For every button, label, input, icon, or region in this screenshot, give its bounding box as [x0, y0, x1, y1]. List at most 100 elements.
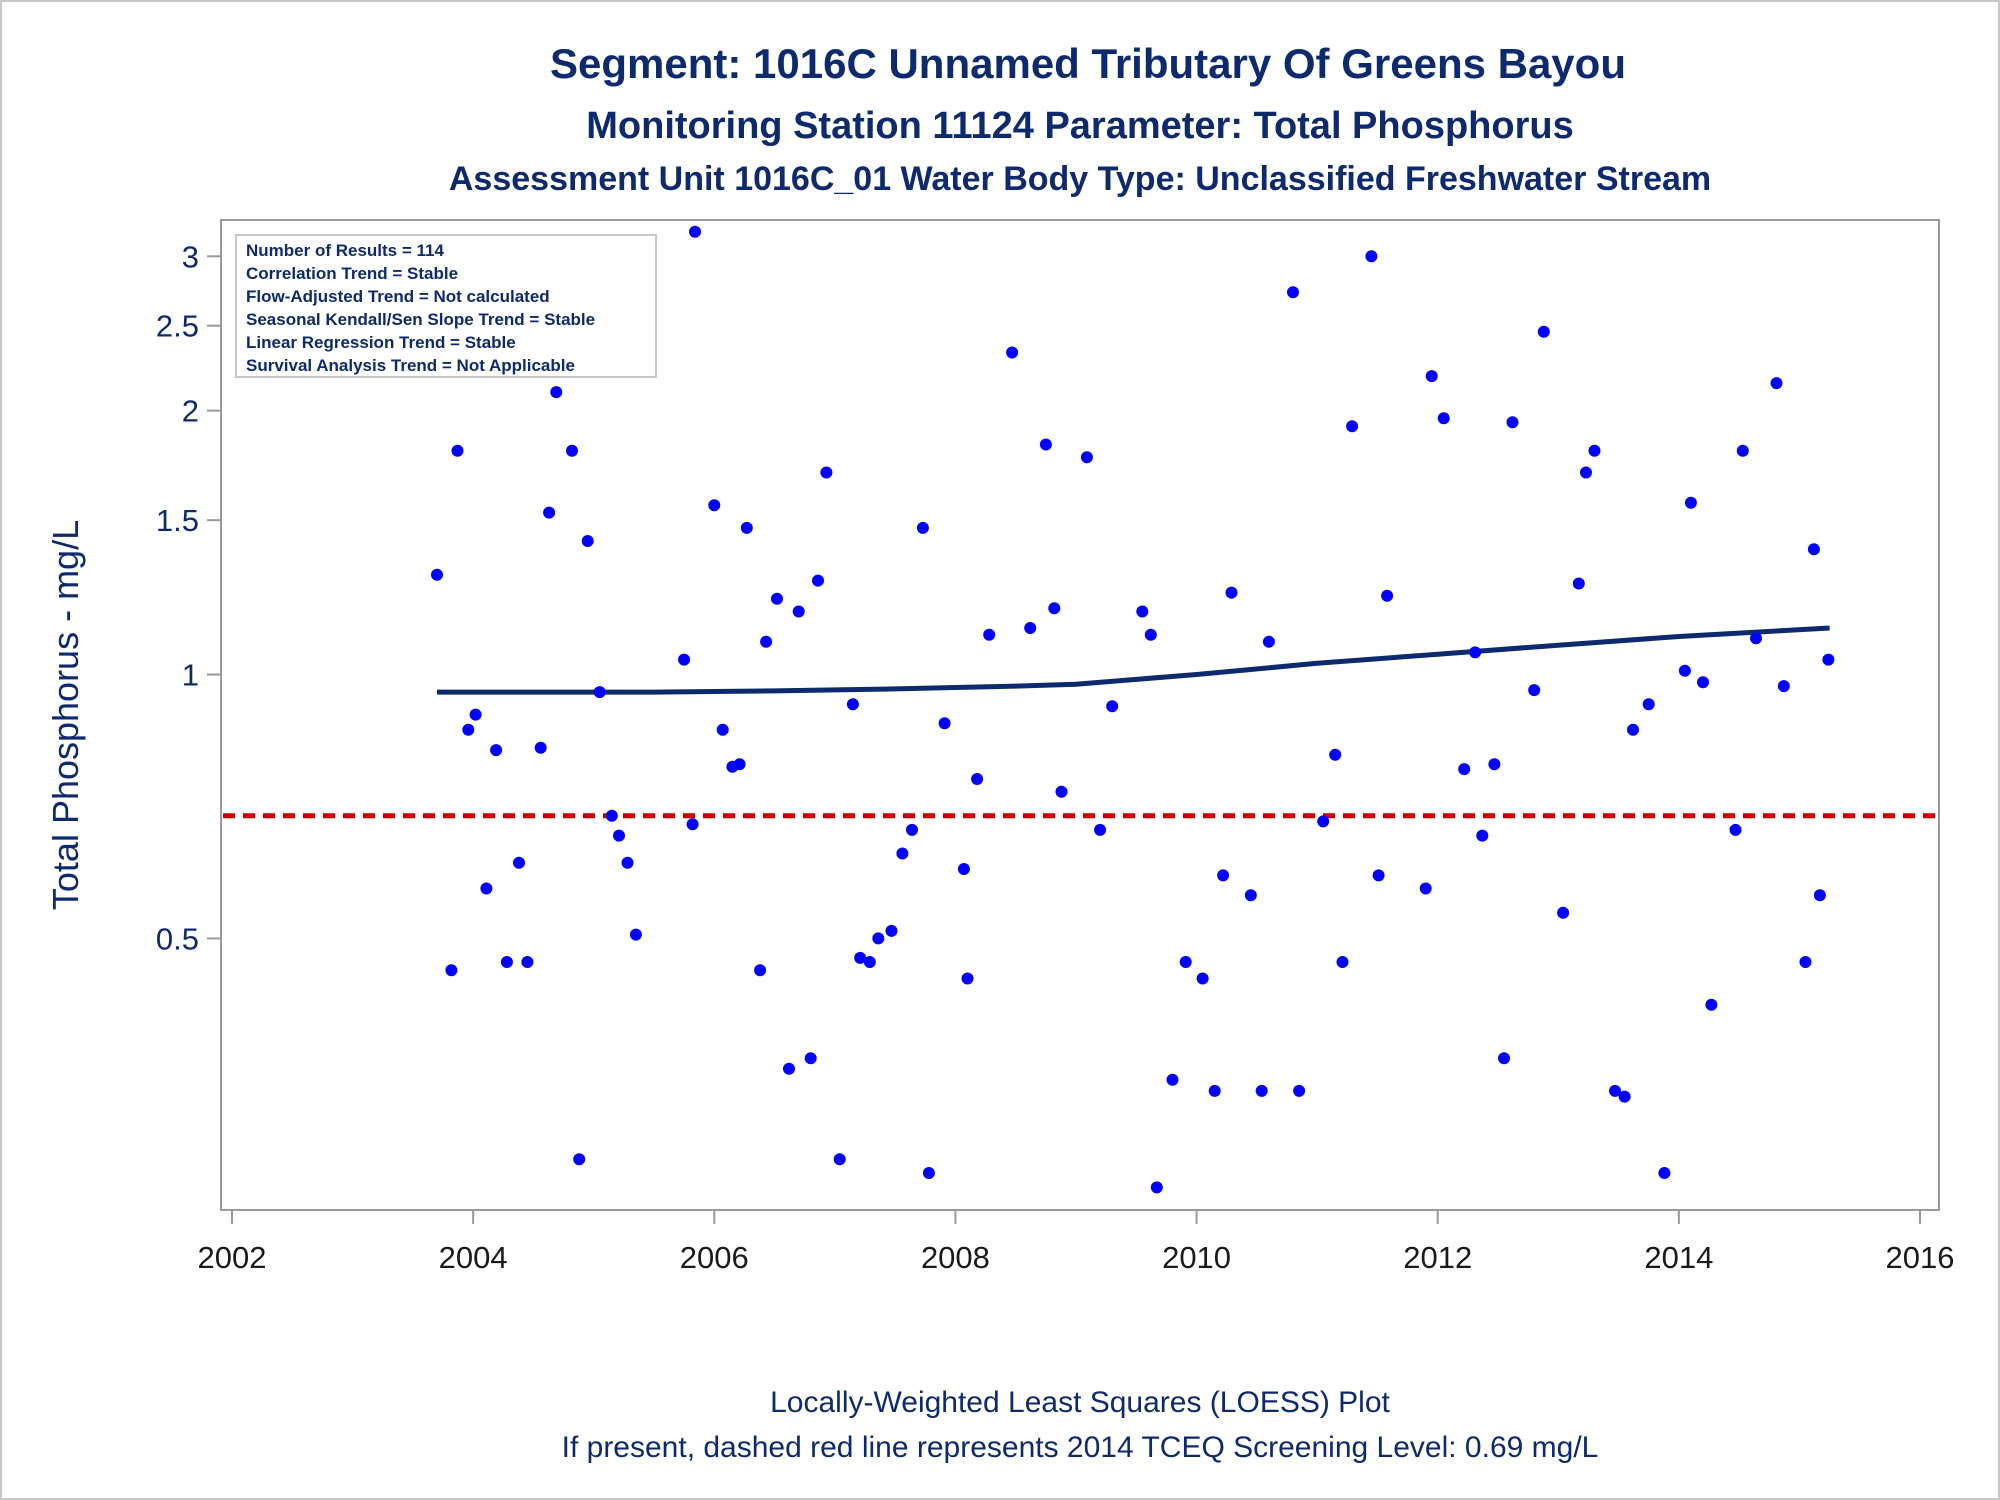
data-point [629, 928, 642, 941]
data-point [1557, 906, 1570, 919]
data-point [1346, 420, 1359, 433]
data-point [740, 521, 753, 534]
data-point [1488, 758, 1501, 771]
data-point [812, 574, 824, 587]
data-point [573, 1153, 586, 1166]
data-point [961, 972, 974, 985]
data-point [451, 444, 464, 457]
data-point [431, 568, 443, 581]
data-point [550, 386, 563, 399]
y-tick-label: 1.5 [156, 503, 199, 538]
x-tick-label: 2010 [1162, 1240, 1231, 1275]
y-tick-label: 2 [182, 394, 199, 429]
data-point [1055, 785, 1068, 798]
data-point [1750, 632, 1762, 645]
y-axis: 0.5 1 1.5 2 2.5 3 [156, 239, 221, 956]
data-point [1580, 466, 1592, 479]
data-point [490, 744, 503, 757]
data-points [431, 225, 1835, 1194]
data-point [1094, 823, 1107, 836]
stats-inset: Number of Results = 114 Correlation Tren… [235, 234, 657, 378]
data-point [1697, 676, 1709, 689]
data-point [1678, 664, 1691, 677]
y-tick-label: 1 [182, 658, 199, 693]
data-point [1658, 1167, 1671, 1179]
data-point [1217, 869, 1230, 882]
data-point [593, 686, 606, 699]
data-point [1179, 956, 1192, 968]
y-axis-label: Total Phosphorus - mg/L [45, 520, 86, 910]
data-point [938, 717, 951, 730]
data-point [760, 635, 773, 648]
x-tick-label: 2008 [921, 1240, 990, 1275]
data-point [1080, 451, 1093, 464]
chart-subtitle: Monitoring Station 11124 Parameter: Tota… [586, 105, 1573, 147]
footnote-screening: If present, dashed red line represents 2… [562, 1431, 1599, 1464]
data-point [1317, 815, 1330, 828]
data-point [971, 773, 984, 785]
data-point [1799, 956, 1812, 968]
data-point [872, 932, 885, 945]
data-point [1144, 628, 1157, 641]
data-point [896, 847, 909, 860]
data-point [469, 708, 482, 721]
x-tick-label: 2004 [439, 1240, 508, 1275]
data-point [1329, 748, 1342, 761]
footnote-loess: Locally-Weighted Least Squares (LOESS) P… [770, 1386, 1390, 1419]
data-point [916, 521, 929, 534]
data-point [543, 506, 556, 519]
data-point [581, 535, 594, 547]
data-point [1262, 635, 1275, 648]
data-point [1381, 589, 1394, 602]
data-point [1039, 438, 1052, 451]
data-point [1506, 416, 1519, 429]
data-point [863, 956, 876, 968]
x-tick-label: 2016 [1886, 1240, 1955, 1275]
data-point [1476, 829, 1489, 842]
data-point [885, 924, 898, 937]
data-point [1166, 1073, 1179, 1086]
data-point [605, 809, 618, 822]
x-tick-label: 2014 [1644, 1240, 1713, 1275]
data-point [804, 1052, 817, 1065]
data-point [846, 698, 859, 711]
data-point [1609, 1084, 1621, 1097]
data-point [1150, 1181, 1163, 1194]
data-point [1425, 370, 1438, 383]
data-point [534, 741, 547, 754]
data-point [754, 964, 767, 977]
data-point [1006, 346, 1019, 359]
data-point [621, 856, 634, 869]
x-tick-label: 2006 [680, 1240, 749, 1275]
data-point [957, 863, 970, 875]
data-point [983, 628, 996, 641]
data-point [1336, 956, 1349, 968]
data-point [833, 1153, 846, 1166]
data-point [1365, 250, 1378, 263]
data-point [716, 723, 729, 736]
data-point [445, 964, 458, 977]
stats-inset-box [235, 234, 657, 378]
data-point [462, 723, 475, 736]
loess-curve [437, 625, 1830, 695]
inset-line-survival: Survival Analysis Trend = Not Applicable [246, 356, 575, 375]
data-point [1770, 377, 1783, 390]
data-point [1537, 325, 1550, 338]
data-point [1287, 286, 1299, 299]
x-tick-label: 2002 [198, 1240, 267, 1275]
data-point [1048, 602, 1061, 615]
y-tick-label: 3 [182, 239, 199, 274]
data-point [1684, 496, 1697, 509]
inset-line-linear-regression: Linear Regression Trend = Stable [246, 333, 516, 352]
data-point [792, 605, 805, 618]
data-point [1618, 1090, 1631, 1103]
data-point [1642, 698, 1655, 711]
plot-area [220, 219, 1940, 1211]
data-point [1498, 1052, 1510, 1065]
data-point [1813, 889, 1826, 902]
data-point [1588, 444, 1601, 457]
data-point [1469, 646, 1482, 659]
data-point [1196, 972, 1209, 985]
data-point [1372, 869, 1385, 882]
